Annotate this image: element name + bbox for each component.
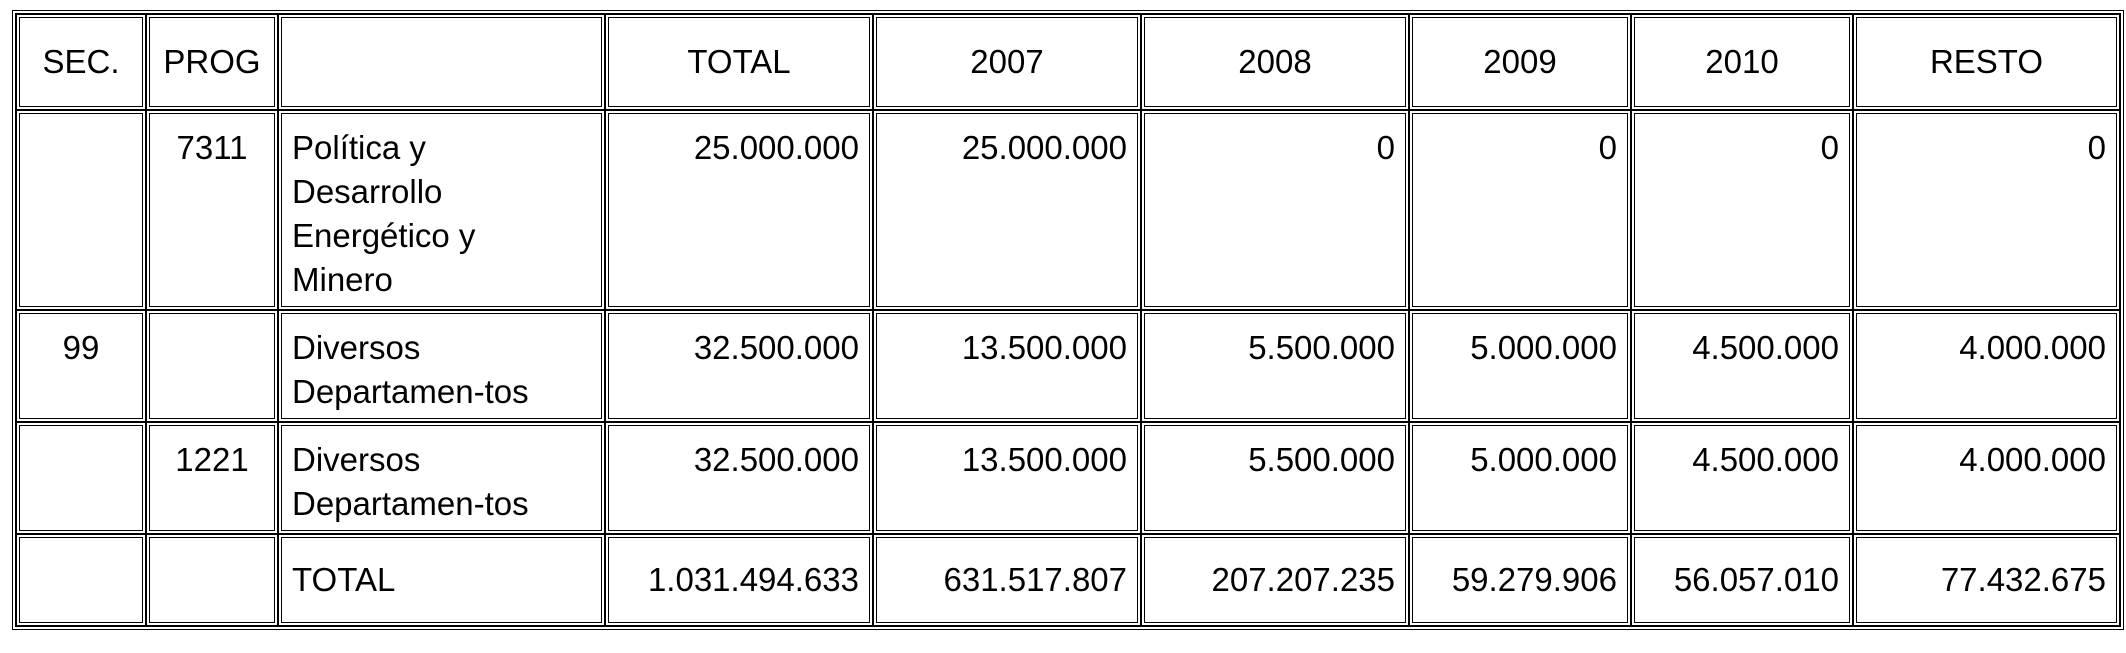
cell-total: 32.500.000 <box>605 310 873 422</box>
cell-2009: 5.000.000 <box>1409 422 1631 534</box>
cell-prog: 7311 <box>146 110 278 310</box>
header-prog: PROG <box>146 14 278 110</box>
cell-resto: 4.000.000 <box>1853 310 2120 422</box>
cell-sec <box>16 110 146 310</box>
cell-2010: 56.057.010 <box>1631 534 1853 626</box>
cell-2007: 25.000.000 <box>873 110 1141 310</box>
cell-prog <box>146 534 278 626</box>
table-row: 1221 Diversos Departamen-tos 32.500.000 … <box>16 422 2120 534</box>
total-row: TOTAL 1.031.494.633 631.517.807 207.207.… <box>16 534 2120 626</box>
cell-2010: 4.500.000 <box>1631 422 1853 534</box>
description-line: Departamen-tos <box>292 373 529 410</box>
cell-prog: 1221 <box>146 422 278 534</box>
cell-total: 25.000.000 <box>605 110 873 310</box>
cell-total: 32.500.000 <box>605 422 873 534</box>
cell-prog <box>146 310 278 422</box>
budget-table: SEC. PROG TOTAL 2007 2008 2009 2010 REST… <box>12 10 2124 630</box>
cell-description: Diversos Departamen-tos <box>278 310 605 422</box>
header-2008: 2008 <box>1141 14 1409 110</box>
header-2009: 2009 <box>1409 14 1631 110</box>
cell-resto: 0 <box>1853 110 2120 310</box>
cell-2009: 0 <box>1409 110 1631 310</box>
cell-2010: 4.500.000 <box>1631 310 1853 422</box>
cell-sec <box>16 534 146 626</box>
description-line: Energético y <box>292 217 476 254</box>
header-sec: SEC. <box>16 14 146 110</box>
header-resto: RESTO <box>1853 14 2120 110</box>
cell-description: Política y Desarrollo Energético y Miner… <box>278 110 605 310</box>
cell-2007: 631.517.807 <box>873 534 1141 626</box>
cell-2008: 207.207.235 <box>1141 534 1409 626</box>
cell-2009: 5.000.000 <box>1409 310 1631 422</box>
total-label: TOTAL <box>278 534 605 626</box>
header-2007: 2007 <box>873 14 1141 110</box>
cell-2007: 13.500.000 <box>873 422 1141 534</box>
description-line: Diversos <box>292 441 421 478</box>
cell-resto: 77.432.675 <box>1853 534 2120 626</box>
cell-description: Diversos Departamen-tos <box>278 422 605 534</box>
cell-2009: 59.279.906 <box>1409 534 1631 626</box>
cell-2007: 13.500.000 <box>873 310 1141 422</box>
description-line: Desarrollo <box>292 173 443 210</box>
cell-2010: 0 <box>1631 110 1853 310</box>
cell-sec <box>16 422 146 534</box>
cell-total: 1.031.494.633 <box>605 534 873 626</box>
header-row: SEC. PROG TOTAL 2007 2008 2009 2010 REST… <box>16 14 2120 110</box>
description-line: Diversos <box>292 329 421 366</box>
description-line: Departamen-tos <box>292 485 529 522</box>
description-line: Política y <box>292 129 426 166</box>
cell-resto: 4.000.000 <box>1853 422 2120 534</box>
cell-2008: 0 <box>1141 110 1409 310</box>
cell-2008: 5.500.000 <box>1141 422 1409 534</box>
table-row: 99 Diversos Departamen-tos 32.500.000 13… <box>16 310 2120 422</box>
header-total: TOTAL <box>605 14 873 110</box>
header-description <box>278 14 605 110</box>
description-line: Minero <box>292 261 393 298</box>
table-row: 7311 Política y Desarrollo Energético y … <box>16 110 2120 310</box>
header-2010: 2010 <box>1631 14 1853 110</box>
cell-sec: 99 <box>16 310 146 422</box>
cell-2008: 5.500.000 <box>1141 310 1409 422</box>
